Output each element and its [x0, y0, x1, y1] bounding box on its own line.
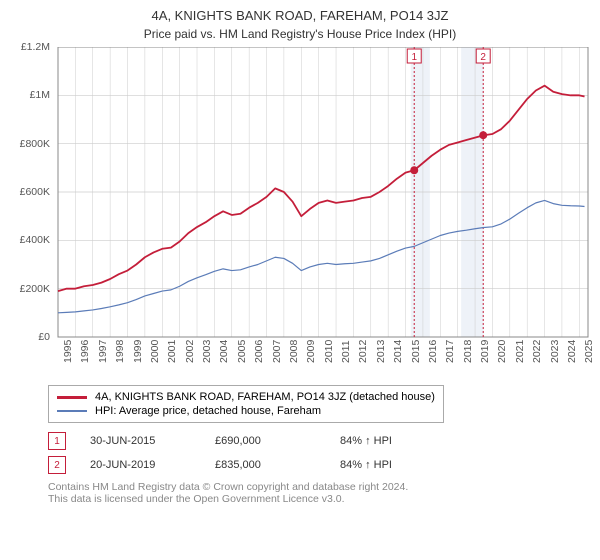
- legend-label: 4A, KNIGHTS BANK ROAD, FAREHAM, PO14 3JZ…: [95, 391, 435, 403]
- xtick-label: 2025: [583, 340, 595, 363]
- xtick-label: 2003: [201, 340, 213, 363]
- xtick-label: 2021: [514, 340, 526, 363]
- ytick-label: £1.2M: [21, 41, 50, 53]
- xtick-label: 1995: [62, 340, 74, 363]
- xtick-label: 2005: [236, 340, 248, 363]
- xtick-label: 2013: [375, 340, 387, 363]
- marker-pct: 84% ↑ HPI: [340, 459, 465, 471]
- marker-number-box: 2: [48, 456, 66, 474]
- marker-date: 20-JUN-2019: [90, 459, 215, 471]
- xtick-label: 2004: [218, 340, 230, 363]
- footer-line1: Contains HM Land Registry data © Crown c…: [48, 481, 600, 493]
- marker-number-box: 1: [48, 432, 66, 450]
- xtick-label: 1997: [97, 340, 109, 363]
- ytick-label: £600K: [20, 186, 50, 198]
- marker-price: £690,000: [215, 435, 340, 447]
- xtick-label: 1999: [132, 340, 144, 363]
- xtick-label: 2007: [271, 340, 283, 363]
- ytick-label: £800K: [20, 138, 50, 150]
- footer-line2: This data is licensed under the Open Gov…: [48, 493, 600, 505]
- xtick-label: 2009: [305, 340, 317, 363]
- legend-swatch: [57, 410, 87, 412]
- xtick-label: 2018: [462, 340, 474, 363]
- ytick-label: £1M: [30, 89, 50, 101]
- legend-box: 4A, KNIGHTS BANK ROAD, FAREHAM, PO14 3JZ…: [48, 385, 444, 423]
- xtick-label: 2014: [392, 340, 404, 363]
- xtick-label: 2017: [444, 340, 456, 363]
- marker-table-row: 1 30-JUN-2015£690,00084% ↑ HPI: [48, 429, 600, 453]
- marker-pct: 84% ↑ HPI: [340, 435, 465, 447]
- svg-text:2: 2: [480, 52, 486, 63]
- chart-title: 4A, KNIGHTS BANK ROAD, FAREHAM, PO14 3JZ: [0, 8, 600, 23]
- xtick-label: 2024: [566, 340, 578, 363]
- xtick-label: 2002: [184, 340, 196, 363]
- svg-text:1: 1: [411, 52, 417, 63]
- marker-table: 1 30-JUN-2015£690,00084% ↑ HPI 2 20-JUN-201…: [48, 429, 600, 477]
- xtick-label: 2023: [549, 340, 561, 363]
- chart-svg: 12: [10, 47, 592, 377]
- legend-swatch: [57, 396, 87, 399]
- ytick-label: £0: [38, 331, 50, 343]
- footer-attribution: Contains HM Land Registry data © Crown c…: [48, 481, 600, 505]
- xtick-label: 2000: [149, 340, 161, 363]
- xtick-label: 1998: [114, 340, 126, 363]
- legend-row: 4A, KNIGHTS BANK ROAD, FAREHAM, PO14 3JZ…: [57, 390, 435, 404]
- xtick-label: 2022: [531, 340, 543, 363]
- xtick-label: 2001: [166, 340, 178, 363]
- xtick-label: 2010: [323, 340, 335, 363]
- xtick-label: 2008: [288, 340, 300, 363]
- ytick-label: £400K: [20, 234, 50, 246]
- xtick-label: 2012: [357, 340, 369, 363]
- xtick-label: 2011: [340, 340, 352, 363]
- xtick-label: 2016: [427, 340, 439, 363]
- chart-subtitle: Price paid vs. HM Land Registry's House …: [0, 27, 600, 41]
- xtick-label: 2020: [496, 340, 508, 363]
- ytick-label: £200K: [20, 283, 50, 295]
- chart-area: 12 £0£200K£400K£600K£800K£1M£1.2M 199519…: [10, 47, 590, 377]
- xtick-label: 2006: [253, 340, 265, 363]
- marker-price: £835,000: [215, 459, 340, 471]
- xtick-label: 2015: [410, 340, 422, 363]
- legend-label: HPI: Average price, detached house, Fare…: [95, 405, 321, 417]
- marker-date: 30-JUN-2015: [90, 435, 215, 447]
- marker-table-row: 2 20-JUN-2019£835,00084% ↑ HPI: [48, 453, 600, 477]
- xtick-label: 2019: [479, 340, 491, 363]
- legend-row: HPI: Average price, detached house, Fare…: [57, 404, 435, 418]
- xtick-label: 1996: [79, 340, 91, 363]
